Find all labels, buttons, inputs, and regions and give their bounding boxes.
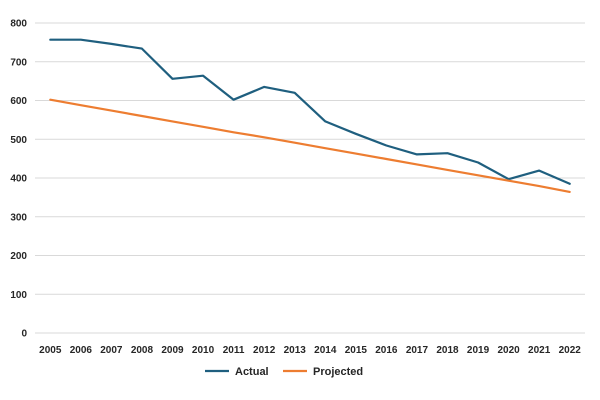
series-line-actual <box>49 38 571 185</box>
x-tick-label: 2021 <box>528 345 551 356</box>
y-tick-label: 500 <box>10 135 27 146</box>
x-tick-label: 2019 <box>467 345 490 356</box>
x-tick-label: 2009 <box>161 345 184 356</box>
y-tick-label: 0 <box>21 329 27 340</box>
y-tick-label: 600 <box>10 96 27 107</box>
legend: Actual Projected <box>205 366 363 378</box>
y-tick-label: 400 <box>10 174 27 185</box>
x-tick-label: 2006 <box>70 345 93 356</box>
grid-lines <box>35 22 585 334</box>
y-tick-label: 100 <box>10 290 27 301</box>
x-tick-label: 2015 <box>345 345 368 356</box>
x-tick-label: 2017 <box>406 345 429 356</box>
x-tick-label: 2020 <box>497 345 520 356</box>
x-tick-label: 2022 <box>559 345 582 356</box>
x-tick-label: 2014 <box>314 345 337 356</box>
series-line-projected <box>49 98 571 193</box>
x-tick-label: 2018 <box>436 345 459 356</box>
y-tick-label: 800 <box>10 19 27 30</box>
x-tick-label: 2005 <box>39 345 62 356</box>
x-tick-label: 2013 <box>284 345 307 356</box>
x-tick-label: 2016 <box>375 345 398 356</box>
x-tick-label: 2008 <box>131 345 154 356</box>
series-lines <box>49 38 571 193</box>
y-tick-label: 300 <box>10 212 27 223</box>
y-tick-label: 200 <box>10 251 27 262</box>
x-tick-label: 2010 <box>192 345 215 356</box>
y-tick-label: 700 <box>10 57 27 68</box>
x-tick-label: 2012 <box>253 345 276 356</box>
y-axis-ticks: 0 100 200 300 400 500 600 700 800 <box>10 19 27 340</box>
legend-label-actual: Actual <box>235 366 269 378</box>
x-tick-label: 2007 <box>100 345 123 356</box>
x-axis-ticks: 2005 2006 2007 2008 2009 2010 2011 2012 2013 2014… <box>39 345 581 356</box>
x-tick-label: 2011 <box>223 345 245 356</box>
legend-label-projected: Projected <box>313 366 363 378</box>
